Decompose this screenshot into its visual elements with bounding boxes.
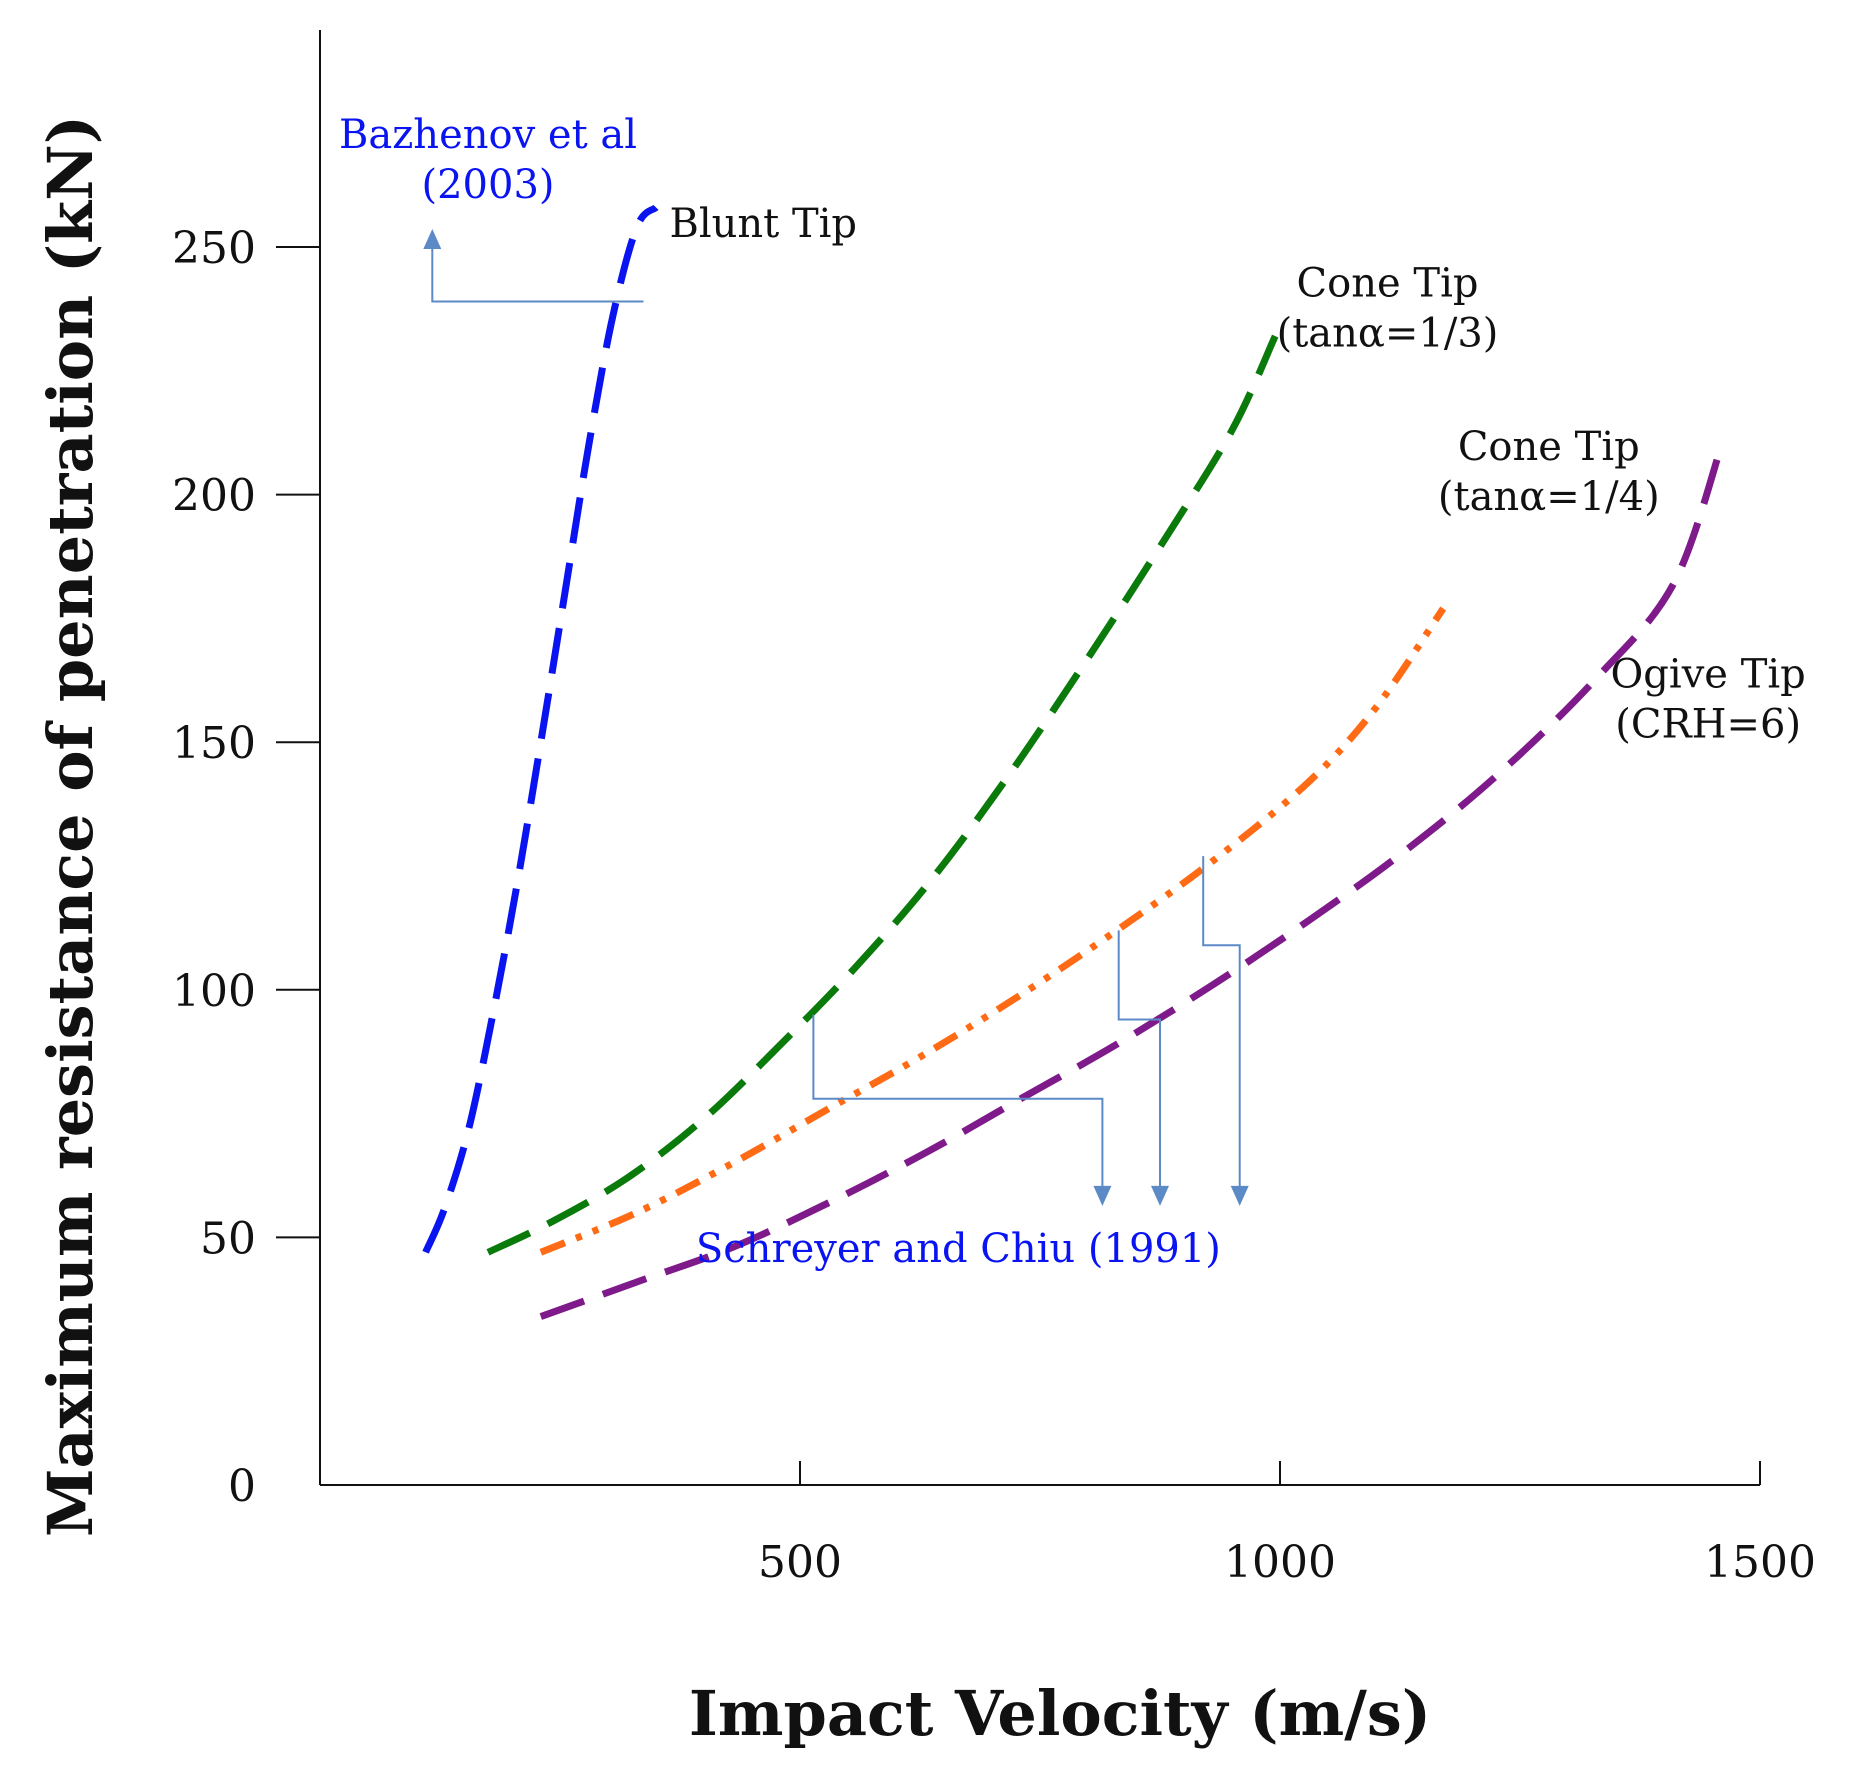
- x-tick-label: 1000: [1224, 1537, 1336, 1588]
- arrow-head-icon: [1151, 1185, 1169, 1206]
- x-tick-label: 500: [758, 1537, 842, 1588]
- y-tick-label: 200: [172, 471, 256, 522]
- x-axis-title: Impact Velocity (m/s): [689, 1677, 1431, 1750]
- pointer-line: [812, 1014, 1104, 1188]
- y-axis-title: Maximum resistance of penetration (kN): [34, 115, 107, 1537]
- y-tick-label: 0: [228, 1461, 256, 1512]
- reference-annotation: Schreyer and Chiu (1991): [696, 1226, 1221, 1272]
- curve-label: Cone Tip: [1297, 261, 1479, 307]
- pointer-line: [1117, 930, 1161, 1188]
- axes: [319, 30, 1760, 1486]
- y-tick-label: 100: [172, 966, 256, 1017]
- arrow-head-icon: [1093, 1185, 1112, 1206]
- series-line-1: [422, 204, 659, 1254]
- y-tick-label: 250: [172, 223, 256, 274]
- arrow-head-icon: [423, 229, 442, 249]
- arrow-head-icon: [1230, 1185, 1249, 1206]
- curve-label: Cone Tip: [1458, 424, 1640, 470]
- reference-pointers: [423, 229, 1249, 1206]
- y-tick-label: 150: [172, 718, 256, 769]
- x-tick-label: 1500: [1704, 1537, 1816, 1588]
- pointer-line: [431, 247, 644, 303]
- axis-ticks: 500 1000 1500 0 50 100 150 200 250: [172, 223, 1816, 1588]
- reference-annotations: Bazhenov et al(2003) Schreyer and Chiu (1…: [339, 112, 1221, 1272]
- curve-label: Ogive Tip: [1611, 652, 1806, 698]
- curve-label: (tanα=1/3): [1277, 311, 1499, 357]
- pointer-line: [1202, 856, 1241, 1188]
- reference-annotation: Bazhenov et al: [339, 112, 637, 158]
- series-line-3: [539, 606, 1447, 1256]
- y-tick-label: 50: [200, 1213, 256, 1264]
- data-series: [422, 204, 1725, 1320]
- curve-label: Blunt Tip: [669, 201, 857, 247]
- curve-label: (CRH=6): [1615, 702, 1801, 748]
- series-line-4: [539, 443, 1725, 1320]
- series-line-2: [486, 334, 1279, 1256]
- reference-annotation: (2003): [421, 162, 554, 208]
- curve-label: (tanα=1/4): [1438, 474, 1660, 520]
